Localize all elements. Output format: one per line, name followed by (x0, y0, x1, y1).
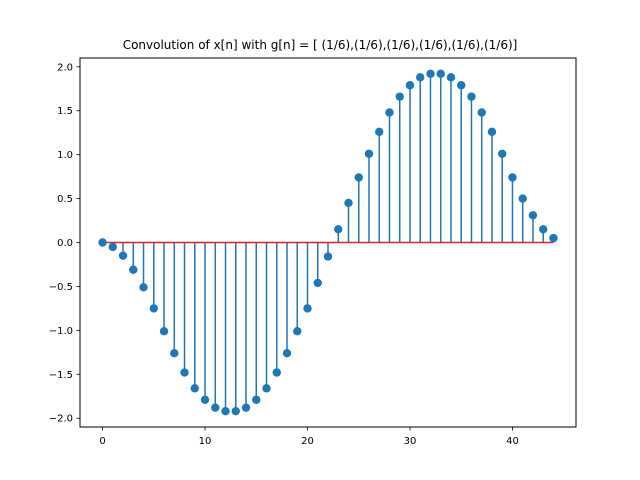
stem-marker (190, 384, 199, 393)
plot-area (98, 69, 558, 416)
y-tick-label: 1.5 (57, 106, 73, 117)
stem-marker (282, 349, 292, 358)
chart-title: Convolution of x[n] with g[n] = [ (1/6),… (123, 38, 518, 52)
stem-marker (385, 108, 394, 117)
stem-marker (446, 73, 456, 82)
x-axis: 0 10 20 30 40 (99, 427, 519, 447)
stem-marker (241, 403, 251, 412)
stem-marker (272, 368, 281, 377)
stem-marker (364, 149, 374, 158)
stem-marker (293, 327, 302, 336)
stem-marker (313, 278, 322, 288)
stem-marker (118, 251, 128, 260)
y-tick-label: 0.5 (57, 194, 73, 205)
stem-marker (139, 283, 148, 292)
stem-marker (200, 395, 210, 404)
stem-marker (180, 368, 189, 377)
y-tick-label: −2.0 (49, 414, 73, 425)
stem-marker (262, 384, 271, 393)
stem-marker (98, 238, 107, 247)
stem-marker (108, 242, 117, 252)
stem-marker (129, 265, 138, 274)
y-tick-label: 1.0 (57, 150, 73, 161)
stem-marker (170, 349, 179, 358)
x-tick-label: 0 (99, 436, 105, 447)
y-tick-label: −1.5 (49, 370, 73, 381)
x-tick-label: 30 (404, 436, 417, 447)
stem-marker (395, 92, 404, 101)
stem-marker (518, 194, 527, 203)
stem-marker (149, 304, 158, 313)
stem-marker (508, 173, 517, 182)
x-tick-label: 10 (199, 436, 212, 447)
stem-marker (477, 108, 486, 117)
stem-marker (354, 173, 363, 182)
stem-marker (221, 406, 230, 416)
stem-marker (457, 81, 466, 90)
stem-marker (334, 225, 343, 234)
stem-marker (426, 69, 435, 79)
stem-marker (539, 225, 548, 234)
x-tick-label: 40 (506, 436, 519, 447)
y-axis: −2.0 −1.5 −1.0 −0.5 0.0 0.5 1.0 1.5 2.0 (49, 62, 80, 425)
stem-marker (487, 127, 497, 136)
stem-marker (231, 406, 240, 416)
stem-marker (252, 395, 261, 404)
stem-marker (528, 211, 538, 220)
stem-marker (375, 127, 384, 136)
y-tick-label: −0.5 (49, 282, 73, 293)
stem-marker (549, 233, 558, 243)
stem-marker (416, 73, 425, 82)
stem-marker (344, 198, 353, 208)
stem-marker (211, 403, 220, 412)
stem-marker (498, 149, 507, 158)
stem-marker (405, 81, 415, 90)
stem-marker (436, 69, 445, 79)
y-tick-label: 0.0 (57, 238, 73, 249)
stem-marker (303, 304, 312, 313)
stem-marker (467, 92, 476, 101)
y-tick-label: −1.0 (49, 326, 73, 337)
x-tick-label: 20 (301, 436, 314, 447)
stem-marker (159, 327, 169, 336)
y-tick-label: 2.0 (57, 62, 73, 73)
stem-marker (323, 252, 333, 261)
